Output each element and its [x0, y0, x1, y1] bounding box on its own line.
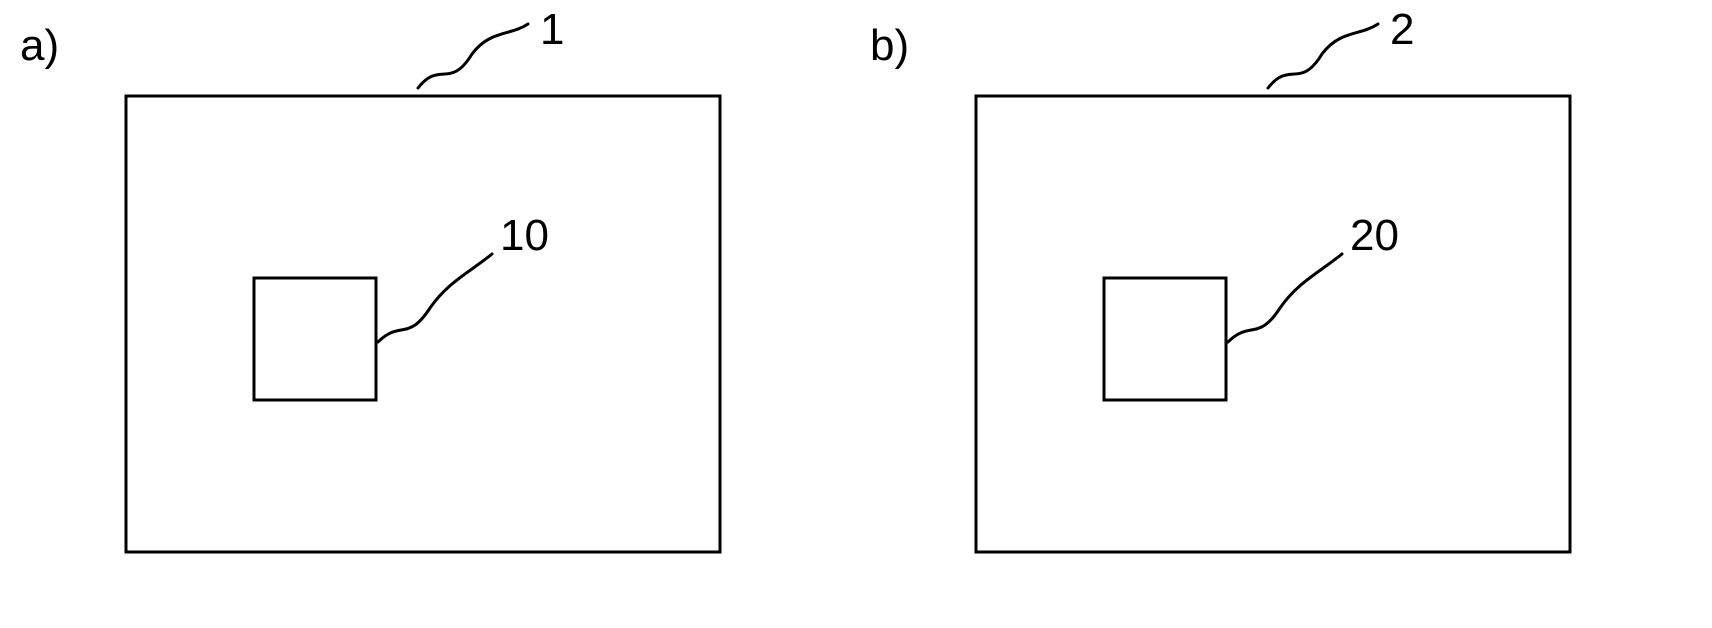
- diagram-canvas: a) 1 10 b) 2 20: [0, 0, 1712, 628]
- outer-leader: [418, 24, 528, 88]
- inner-leader: [1228, 254, 1342, 342]
- inner-label: 20: [1350, 211, 1399, 260]
- panel-tag: a): [20, 21, 59, 70]
- outer-label: 2: [1390, 5, 1414, 54]
- inner-label: 10: [500, 211, 549, 260]
- inner-leader: [378, 254, 492, 342]
- outer-label: 1: [540, 5, 564, 54]
- inner-box: [1104, 278, 1226, 400]
- outer-box: [976, 96, 1570, 552]
- inner-box: [254, 278, 376, 400]
- outer-box: [126, 96, 720, 552]
- outer-leader: [1268, 24, 1378, 88]
- panel-tag: b): [870, 21, 909, 70]
- panel-0: a) 1 10: [20, 5, 720, 552]
- panel-1: b) 2 20: [870, 5, 1570, 552]
